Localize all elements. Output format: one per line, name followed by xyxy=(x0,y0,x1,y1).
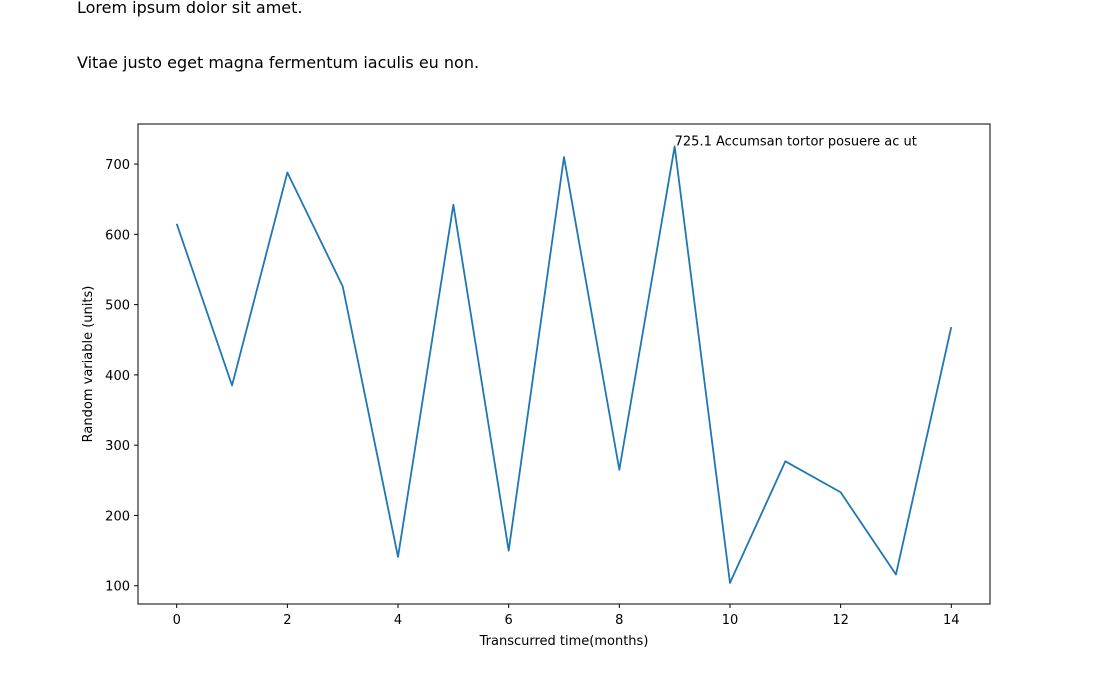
x-tick-label: 0 xyxy=(173,613,181,628)
x-axis-label: Transcurred time(months) xyxy=(479,634,649,649)
y-tick-label: 400 xyxy=(105,369,130,384)
y-tick-label: 100 xyxy=(105,580,130,595)
plot-frame xyxy=(137,123,991,605)
y-tick-label: 500 xyxy=(105,299,130,314)
x-tick-label: 6 xyxy=(505,613,513,628)
page-subtitle: Vitae justo eget magna fermentum iaculis… xyxy=(77,53,480,72)
page-title: Lorem ipsum dolor sit amet. xyxy=(77,0,303,17)
x-tick-label: 8 xyxy=(615,613,623,628)
y-tick-label: 200 xyxy=(105,509,130,524)
axis-ticks: 0 2 4 6 8 10 12 14 100 200 300 400 500 600 700 xyxy=(105,158,959,628)
series-lines xyxy=(175,145,953,584)
max-value-annotation: 725.1 Accumsan tortor posuere ac ut xyxy=(675,134,917,149)
y-tick-label: 600 xyxy=(105,228,130,243)
y-tick-label: 300 xyxy=(105,439,130,454)
x-tick-label: 14 xyxy=(943,613,960,628)
x-tick-label: 2 xyxy=(283,613,291,628)
annotations: 725.1 Accumsan tortor posuere ac ut xyxy=(675,134,917,149)
series-line-0 xyxy=(175,145,953,584)
y-axis-label: Random variable (units) xyxy=(81,286,96,443)
x-tick-label: 4 xyxy=(394,613,402,628)
x-tick-label: 10 xyxy=(722,613,739,628)
x-tick-label: 12 xyxy=(832,613,849,628)
y-tick-label: 700 xyxy=(105,158,130,173)
